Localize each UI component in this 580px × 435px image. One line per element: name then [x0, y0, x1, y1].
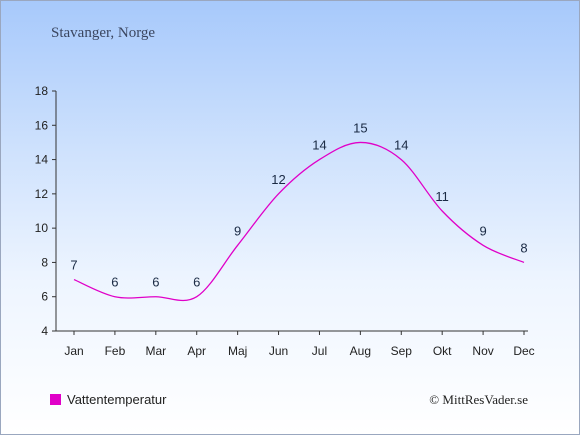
data-label: 9 — [234, 223, 241, 238]
x-tick-label: Mar — [145, 344, 166, 358]
x-tick-label: Dec — [513, 344, 534, 358]
chart-marks: 7 6 6 6 9 12 14 15 14 11 9 8 — [70, 120, 528, 302]
data-label: 6 — [111, 275, 118, 290]
y-tick-label: 12 — [35, 187, 49, 201]
legend-swatch — [50, 394, 61, 405]
x-tick-label: Aug — [350, 344, 371, 358]
x-tick-label: Jun — [269, 344, 288, 358]
legend: Vattentemperatur — [50, 392, 167, 407]
data-label: 12 — [271, 172, 285, 187]
x-tick-label: Maj — [228, 344, 247, 358]
credit-text: © MittResVader.se — [429, 392, 528, 407]
data-label: 14 — [312, 138, 326, 153]
y-tick-label: 10 — [35, 221, 49, 235]
chart-subtitle: Stavanger, Norge — [51, 25, 155, 41]
x-tick-label: Nov — [472, 344, 493, 358]
data-label: 6 — [152, 275, 159, 290]
y-tick-label: 4 — [41, 324, 48, 338]
data-label: 7 — [70, 258, 77, 273]
axes: 4 6 8 10 12 14 16 18 Jan Feb Mar Apr Maj Jun Jul Aug Sep… — [35, 84, 535, 358]
x-tick-label: Jan — [64, 344, 83, 358]
y-tick-label: 8 — [41, 255, 48, 269]
data-label: 14 — [394, 138, 408, 153]
y-tick-label: 6 — [41, 290, 48, 304]
x-tick-label: Jul — [312, 344, 327, 358]
data-label: 9 — [479, 223, 486, 238]
data-label: 6 — [193, 275, 200, 290]
y-tick-label: 18 — [35, 84, 49, 98]
y-tick-label: 16 — [35, 118, 49, 132]
x-tick-label: Sep — [391, 344, 413, 358]
legend-label: Vattentemperatur — [67, 392, 167, 407]
x-tick-label: Feb — [105, 344, 126, 358]
series-line — [73, 141, 525, 302]
data-label: 11 — [435, 189, 449, 204]
x-tick-label: Okt — [433, 344, 452, 358]
data-label: 15 — [353, 120, 367, 135]
y-tick-label: 14 — [35, 153, 49, 167]
data-label: 8 — [520, 240, 527, 255]
x-tick-label: Apr — [187, 344, 206, 358]
